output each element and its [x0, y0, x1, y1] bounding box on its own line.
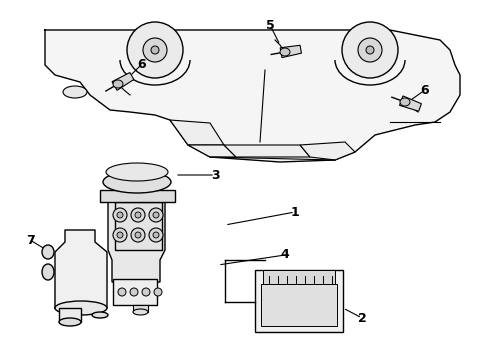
Text: 6: 6 [421, 84, 429, 96]
Circle shape [154, 288, 162, 296]
Circle shape [142, 288, 150, 296]
Polygon shape [100, 190, 175, 202]
Polygon shape [55, 230, 107, 308]
Circle shape [118, 288, 126, 296]
Circle shape [342, 22, 398, 78]
Text: 1: 1 [291, 206, 299, 219]
Circle shape [127, 22, 183, 78]
Ellipse shape [133, 309, 148, 315]
Text: 3: 3 [211, 168, 220, 181]
Circle shape [366, 46, 374, 54]
FancyBboxPatch shape [113, 279, 157, 305]
Polygon shape [112, 72, 134, 90]
Polygon shape [188, 145, 236, 157]
Text: 7: 7 [25, 234, 34, 247]
Circle shape [151, 46, 159, 54]
Ellipse shape [55, 301, 107, 315]
Ellipse shape [400, 98, 410, 106]
Circle shape [113, 208, 127, 222]
Circle shape [153, 232, 159, 238]
Polygon shape [170, 120, 224, 145]
Circle shape [117, 232, 123, 238]
Polygon shape [224, 145, 310, 157]
Ellipse shape [106, 163, 168, 181]
FancyBboxPatch shape [263, 270, 335, 284]
Polygon shape [45, 30, 460, 162]
Circle shape [113, 228, 127, 242]
Ellipse shape [59, 318, 81, 326]
Circle shape [149, 228, 163, 242]
Polygon shape [300, 142, 355, 160]
Polygon shape [59, 308, 81, 322]
FancyBboxPatch shape [261, 284, 337, 326]
Circle shape [135, 232, 141, 238]
Circle shape [358, 38, 382, 62]
Ellipse shape [63, 86, 87, 98]
FancyBboxPatch shape [255, 270, 343, 332]
Circle shape [153, 212, 159, 218]
Circle shape [117, 212, 123, 218]
Ellipse shape [113, 80, 123, 88]
Polygon shape [133, 305, 148, 312]
Circle shape [131, 208, 145, 222]
Polygon shape [108, 202, 165, 282]
Ellipse shape [92, 312, 108, 318]
Text: 6: 6 [138, 58, 147, 71]
Circle shape [131, 228, 145, 242]
Polygon shape [115, 202, 162, 250]
Polygon shape [399, 96, 421, 111]
Circle shape [130, 288, 138, 296]
Text: 2: 2 [358, 311, 367, 324]
Circle shape [143, 38, 167, 62]
Ellipse shape [280, 48, 290, 56]
Polygon shape [280, 45, 301, 58]
Circle shape [135, 212, 141, 218]
Circle shape [149, 208, 163, 222]
Text: 5: 5 [266, 18, 274, 32]
Ellipse shape [103, 171, 171, 193]
Text: 4: 4 [281, 248, 290, 261]
Ellipse shape [42, 245, 54, 259]
Ellipse shape [42, 264, 54, 280]
